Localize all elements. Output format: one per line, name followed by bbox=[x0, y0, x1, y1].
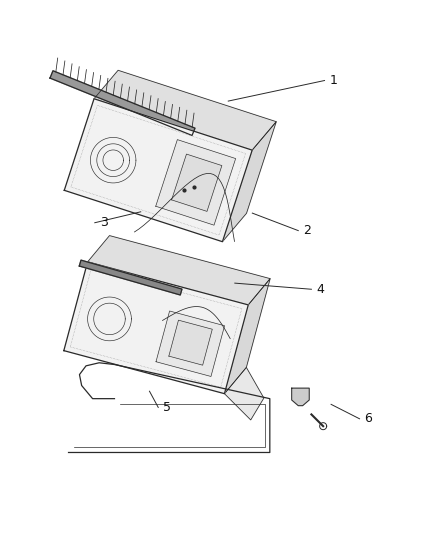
Polygon shape bbox=[64, 262, 247, 394]
Polygon shape bbox=[50, 71, 194, 135]
Polygon shape bbox=[79, 260, 181, 295]
Polygon shape bbox=[291, 388, 308, 406]
Polygon shape bbox=[224, 279, 269, 394]
Polygon shape bbox=[171, 154, 221, 212]
Text: 4: 4 bbox=[315, 282, 323, 296]
Text: 6: 6 bbox=[364, 413, 371, 425]
Polygon shape bbox=[224, 367, 263, 420]
Polygon shape bbox=[94, 70, 276, 150]
Text: 5: 5 bbox=[162, 401, 170, 414]
Text: 1: 1 bbox=[328, 74, 336, 87]
Polygon shape bbox=[155, 140, 235, 225]
Polygon shape bbox=[155, 311, 224, 376]
Text: 3: 3 bbox=[99, 216, 107, 229]
Polygon shape bbox=[64, 99, 251, 241]
Text: 2: 2 bbox=[302, 224, 310, 237]
Polygon shape bbox=[169, 320, 212, 365]
Polygon shape bbox=[222, 122, 276, 241]
Polygon shape bbox=[88, 236, 269, 305]
